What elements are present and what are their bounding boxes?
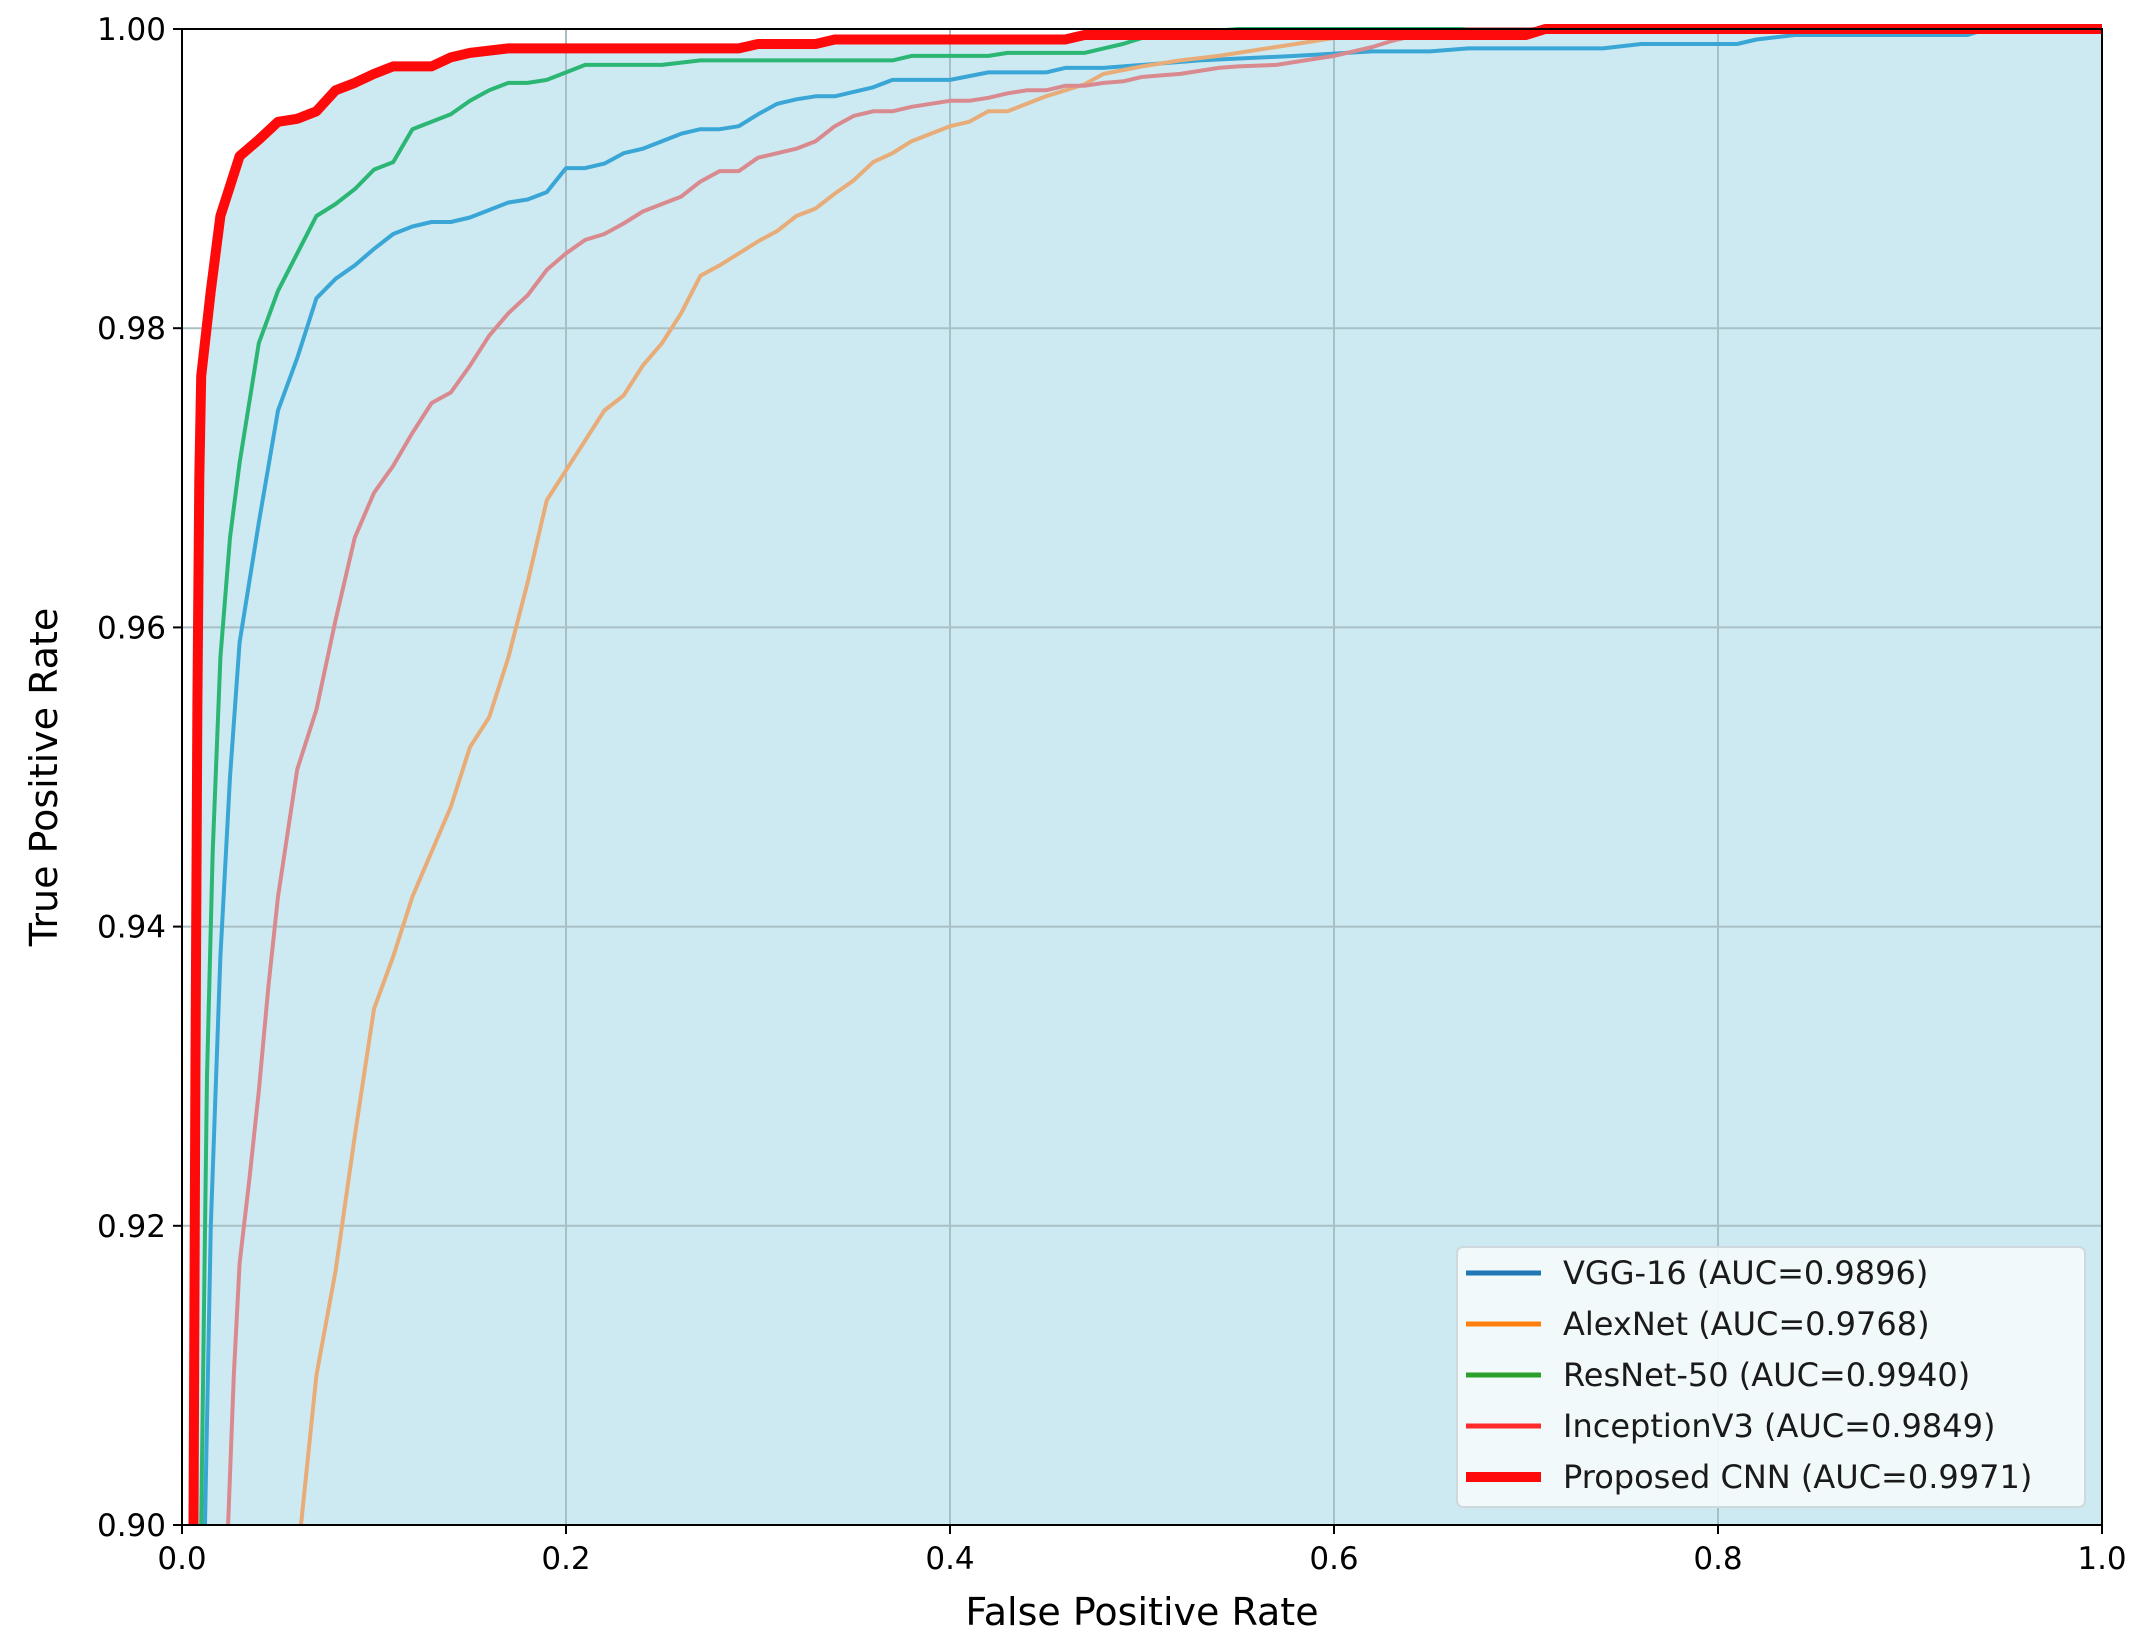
y-tick-label: 0.98: [97, 311, 166, 347]
legend-label-3: InceptionV3 (AUC=0.9849): [1563, 1407, 1995, 1445]
y-tick-label: 0.92: [97, 1209, 166, 1245]
series-line-4: [188, 24, 2102, 1526]
y-axis-title: True Positive Rate: [22, 608, 66, 948]
x-tick-label: 0.2: [541, 1541, 590, 1577]
x-axis-title: False Positive Rate: [965, 1590, 1318, 1634]
x-tick-label: 0.6: [1309, 1541, 1358, 1577]
y-tick-label: 1.00: [97, 12, 166, 48]
y-tick-label: 0.94: [97, 910, 166, 946]
series-line-0: [203, 27, 2102, 1526]
legend-box: [1456, 1246, 2086, 1508]
legend-label-0: VGG-16 (AUC=0.9896): [1563, 1254, 1928, 1292]
series-line-3: [226, 27, 2102, 1526]
legend-label-4: Proposed CNN (AUC=0.9971): [1563, 1458, 2032, 1496]
x-tick-label: 0.4: [925, 1541, 974, 1577]
legend-label-1: AlexNet (AUC=0.9768): [1563, 1305, 1930, 1343]
y-tick-label: 0.90: [97, 1508, 166, 1544]
series-line-1: [299, 27, 2102, 1526]
series-lines: [188, 24, 2102, 1526]
x-tick-label: 1.0: [2077, 1541, 2126, 1577]
x-tick-label: 0.0: [157, 1541, 206, 1577]
legend-label-2: ResNet-50 (AUC=0.9940): [1563, 1356, 1970, 1394]
ticks: 0.0 0.2 0.4 0.6 0.8 1.0 0.90 0.92 0.94 0.96 0.98 1.…: [97, 12, 2127, 1577]
y-tick-label: 0.96: [97, 610, 166, 646]
x-tick-label: 0.8: [1693, 1541, 1742, 1577]
plot-fill-area: [182, 29, 2102, 1525]
plot-frame: [181, 28, 2103, 1526]
legend: VGG-16 (AUC=0.9896) AlexNet (AUC=0.9768) R…: [1456, 1246, 2086, 1508]
series-line-2: [199, 27, 2102, 1526]
